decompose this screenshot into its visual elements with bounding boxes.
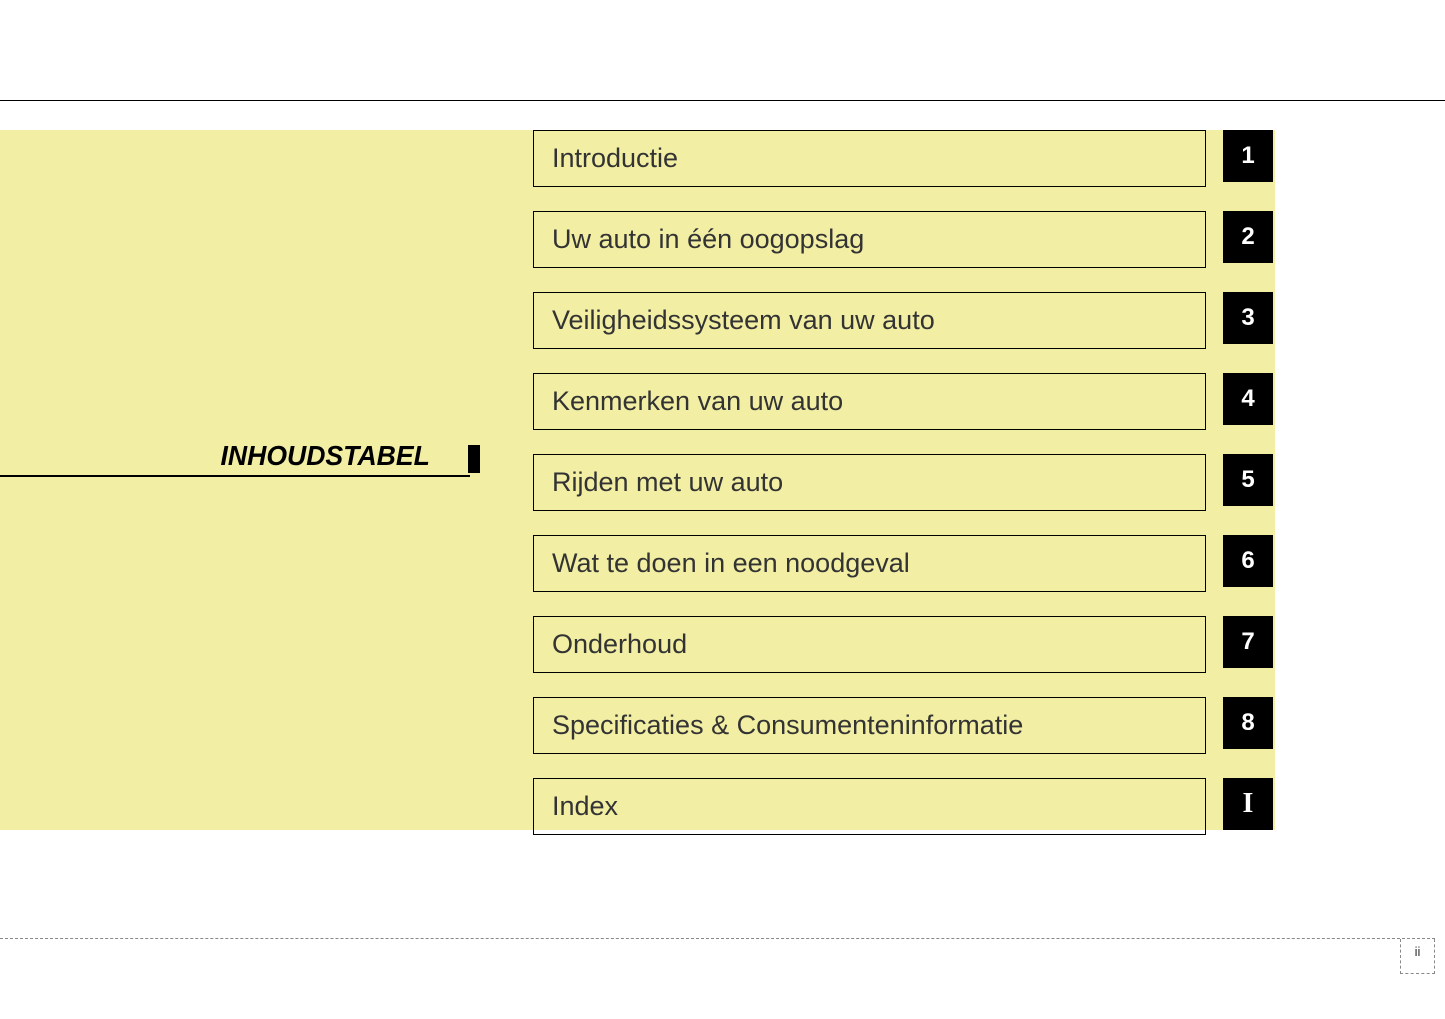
title-underline	[0, 475, 470, 477]
toc-item-number: 5	[1223, 454, 1273, 506]
toc-row: Kenmerken van uw auto 4	[533, 373, 1273, 430]
toc-item-label: Wat te doen in een noodgeval	[533, 535, 1206, 592]
toc-item-label: Onderhoud	[533, 616, 1206, 673]
page-number: ii	[1415, 944, 1421, 959]
toc-row: Rijden met uw auto 5	[533, 454, 1273, 511]
toc-row: Wat te doen in een noodgeval 6	[533, 535, 1273, 592]
toc-item-label: Introductie	[533, 130, 1206, 187]
toc-item-label: Veiligheidssysteem van uw auto	[533, 292, 1206, 349]
toc-row: Index I	[533, 778, 1273, 835]
toc-row: Onderhoud 7	[533, 616, 1273, 673]
bottom-divider-line	[0, 938, 1435, 939]
toc-item-number: 8	[1223, 697, 1273, 749]
toc-item-label: Specificaties & Consumenteninformatie	[533, 697, 1206, 754]
toc-item-number: 1	[1223, 130, 1273, 182]
page-number-box: ii	[1400, 939, 1435, 974]
toc-row: Introductie 1	[533, 130, 1273, 187]
page-title: INHOUDSTABEL	[221, 440, 430, 472]
toc-row: Veiligheidssysteem van uw auto 3	[533, 292, 1273, 349]
toc-item-number: 4	[1223, 373, 1273, 425]
toc-item-label: Uw auto in één oogopslag	[533, 211, 1206, 268]
toc-item-label: Index	[533, 778, 1206, 835]
toc-item-number: 6	[1223, 535, 1273, 587]
toc-item-label: Kenmerken van uw auto	[533, 373, 1206, 430]
toc-item-number: I	[1223, 778, 1273, 830]
toc-item-number: 2	[1223, 211, 1273, 263]
toc-item-number: 7	[1223, 616, 1273, 668]
title-marker	[468, 445, 480, 473]
top-divider-line	[0, 100, 1445, 101]
toc-item-label: Rijden met uw auto	[533, 454, 1206, 511]
toc-row: Specificaties & Consumenteninformatie 8	[533, 697, 1273, 754]
toc-item-number: 3	[1223, 292, 1273, 344]
toc-row: Uw auto in één oogopslag 2	[533, 211, 1273, 268]
table-of-contents: Introductie 1 Uw auto in één oogopslag 2…	[533, 130, 1273, 859]
